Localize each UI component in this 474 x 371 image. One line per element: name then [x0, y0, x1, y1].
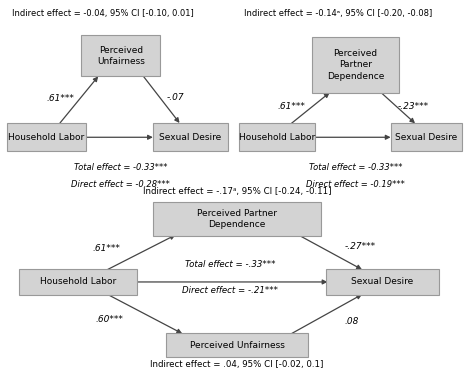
Text: Indirect effect = -0.14ᵃ, 95% CI [-0.20, -0.08]: Indirect effect = -0.14ᵃ, 95% CI [-0.20,…: [244, 9, 432, 18]
Text: Sexual Desire: Sexual Desire: [159, 133, 222, 142]
Text: -.27***: -.27***: [344, 242, 375, 251]
Text: -.23***: -.23***: [398, 102, 429, 111]
Text: Household Labor: Household Labor: [239, 133, 315, 142]
FancyBboxPatch shape: [7, 123, 86, 151]
Text: Sexual Desire: Sexual Desire: [352, 278, 414, 286]
Text: Perceived Unfairness: Perceived Unfairness: [190, 341, 284, 349]
Text: -.07: -.07: [167, 93, 184, 102]
Text: Indirect effect = -0.04, 95% CI [-0.10, 0.01]: Indirect effect = -0.04, 95% CI [-0.10, …: [12, 9, 193, 18]
Text: .61***: .61***: [47, 94, 74, 103]
Text: Sexual Desire: Sexual Desire: [395, 133, 458, 142]
FancyBboxPatch shape: [391, 123, 462, 151]
Text: .08: .08: [345, 317, 359, 326]
FancyBboxPatch shape: [326, 269, 439, 295]
FancyBboxPatch shape: [82, 35, 160, 76]
FancyBboxPatch shape: [166, 333, 308, 357]
Text: .61***: .61***: [92, 244, 120, 253]
Text: Perceived
Partner
Dependence: Perceived Partner Dependence: [327, 49, 384, 81]
FancyBboxPatch shape: [239, 123, 315, 151]
Text: Direct effect = -0.28***: Direct effect = -0.28***: [72, 180, 170, 189]
Text: Household Labor: Household Labor: [40, 278, 116, 286]
FancyBboxPatch shape: [153, 202, 321, 236]
Text: Total effect = -0.33***: Total effect = -0.33***: [309, 163, 402, 172]
Text: Total effect = -0.33***: Total effect = -0.33***: [74, 163, 168, 172]
FancyBboxPatch shape: [311, 37, 399, 93]
Text: Perceived Partner
Dependence: Perceived Partner Dependence: [197, 209, 277, 229]
Text: .61***: .61***: [278, 102, 306, 111]
FancyBboxPatch shape: [154, 123, 228, 151]
FancyBboxPatch shape: [18, 269, 137, 295]
Text: Household Labor: Household Labor: [9, 133, 85, 142]
Text: Total effect = -.33***: Total effect = -.33***: [185, 260, 275, 269]
Text: Indirect effect = -.17ᵃ, 95% CI [-0.24, -0.11]: Indirect effect = -.17ᵃ, 95% CI [-0.24, …: [143, 187, 331, 196]
Text: Indirect effect = .04, 95% CI [-0.02, 0.1]: Indirect effect = .04, 95% CI [-0.02, 0.…: [150, 360, 324, 369]
Text: .60***: .60***: [95, 315, 123, 324]
Text: Perceived
Unfairness: Perceived Unfairness: [97, 46, 145, 66]
Text: Direct effect = -0.19***: Direct effect = -0.19***: [306, 180, 405, 189]
Text: Direct effect = -.21***: Direct effect = -.21***: [182, 286, 278, 295]
